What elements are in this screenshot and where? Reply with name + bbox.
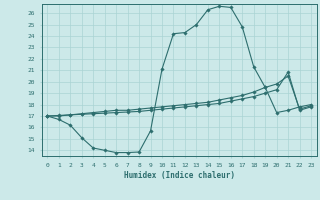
X-axis label: Humidex (Indice chaleur): Humidex (Indice chaleur) — [124, 171, 235, 180]
